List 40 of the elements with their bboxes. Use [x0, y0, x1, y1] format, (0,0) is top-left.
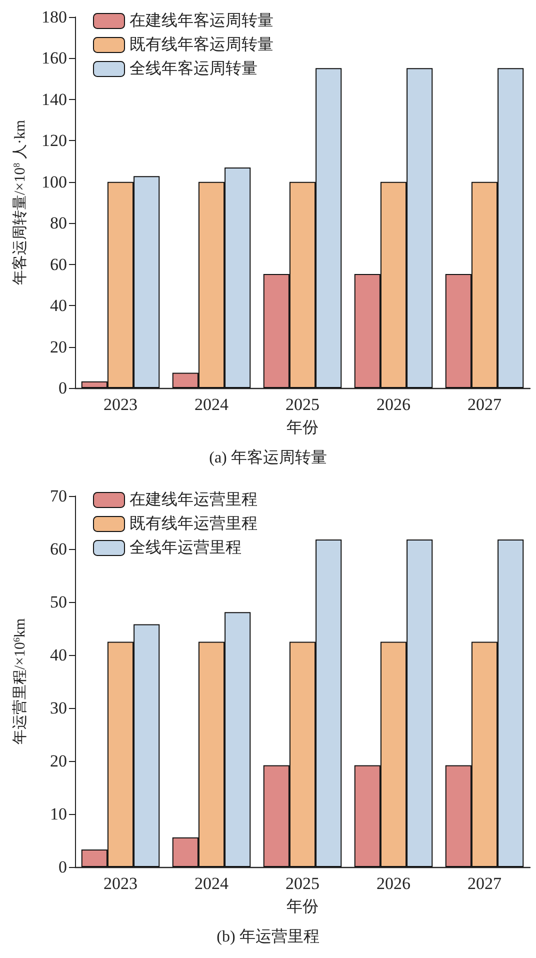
y-tick-label: 140	[42, 90, 67, 109]
legend-label: 全线年客运周转量	[130, 60, 258, 78]
x-tick-label: 2026	[376, 874, 410, 893]
legend-label: 既有线年客运周转量	[130, 36, 274, 54]
y-tick-label: 0	[58, 858, 67, 876]
x-tick-label: 2025	[286, 874, 320, 893]
x-tick-label: 2027	[468, 395, 502, 414]
y-tick-label: 30	[50, 698, 67, 718]
y-tick-label: 100	[42, 172, 67, 192]
x-tick-label: 2025	[286, 395, 320, 414]
y-tick-label: 50	[50, 592, 67, 612]
y-tick-label: 60	[50, 254, 67, 274]
text: (a) 年客运周转量	[209, 448, 327, 466]
y-tick-label: 40	[50, 296, 67, 316]
legend-label: 在建线年客运周转量	[130, 12, 274, 30]
x-axis-title: 年份	[286, 898, 318, 916]
y-tick-label: 0	[58, 378, 67, 398]
x-tick-label: 2023	[104, 395, 138, 414]
y-tick-label: 60	[50, 540, 67, 558]
x-tick-label: 2026	[376, 395, 410, 414]
y-tick-label: 120	[42, 131, 67, 150]
y-axis-title: 年运营里程/×106km	[12, 618, 28, 745]
y-tick-label: 20	[50, 337, 67, 356]
legend-label: 全线年运营里程	[130, 538, 242, 556]
y-tick-label: 160	[42, 48, 67, 68]
y-tick-label: 180	[42, 8, 67, 26]
legend-label: 既有线年运营里程	[130, 514, 258, 532]
legend-label: 在建线年运营里程	[130, 490, 258, 508]
y-tick-label: 80	[50, 214, 67, 233]
text: (b) 年运营里程	[216, 928, 320, 946]
y-axis-title: 年客运周转量/×108 人·km	[12, 120, 28, 286]
y-tick-label: 10	[50, 804, 67, 824]
x-tick-label: 2023	[104, 874, 138, 893]
x-axis-title: 年份	[286, 420, 318, 436]
x-tick-label: 2024	[194, 395, 229, 414]
x-tick-label: 2024	[194, 874, 229, 893]
y-tick-label: 20	[50, 752, 67, 770]
x-tick-label: 2027	[468, 874, 502, 893]
y-tick-label: 70	[50, 486, 67, 506]
y-tick-label: 40	[50, 646, 67, 664]
